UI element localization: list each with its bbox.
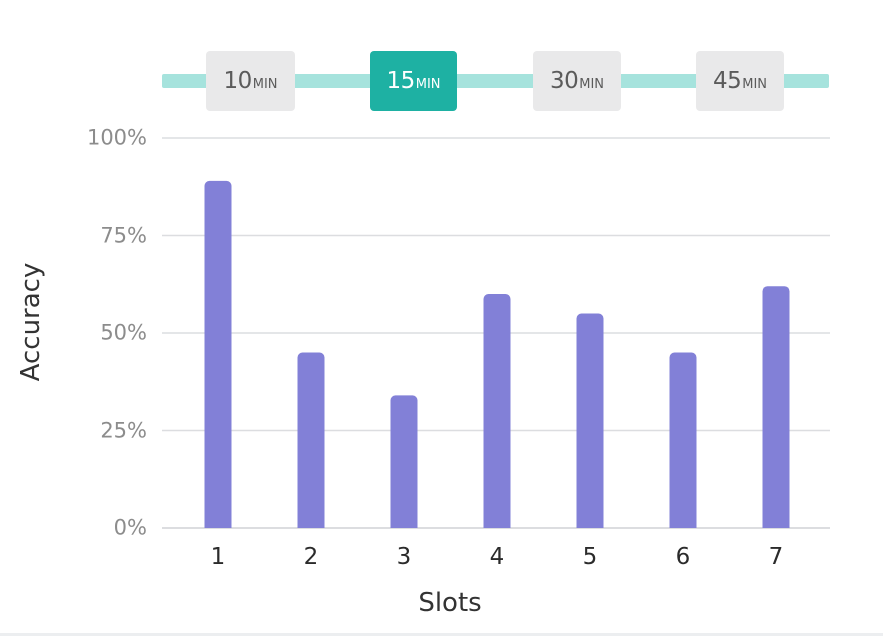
bottom-divider [0,633,883,636]
tab-unit: MIN [742,76,768,92]
tab-10-min[interactable]: 10 MIN [206,51,295,111]
x-tick-label: 1 [210,544,226,570]
y-tick-label: 25% [100,418,147,443]
y-tick-label: 100% [86,125,147,150]
bar-base-slot-1 [204,522,232,528]
bar-slot-4 [483,294,511,528]
bar-slot-6 [669,352,697,528]
tab-number: 30 [549,67,579,94]
tab-number: 45 [712,67,742,94]
bar-slot-7 [762,286,790,528]
tab-45-min[interactable]: 45 MIN [696,51,784,111]
bar-base-slot-5 [576,522,604,528]
bar-slot-2 [297,352,325,528]
tab-unit: MIN [415,76,441,92]
x-tick-label: 6 [675,544,691,570]
y-tick-label: 50% [100,320,147,345]
tab-15-min[interactable]: 15 MIN [370,51,457,111]
tab-unit: MIN [579,76,605,92]
bar-base-slot-4 [483,522,511,528]
bar-base-slot-7 [762,522,790,528]
x-tick-label: 5 [582,544,598,570]
tab-track [162,74,829,88]
tab-number: 10 [223,67,252,94]
y-tick-label: 75% [100,223,147,248]
bar-base-slot-6 [669,522,697,528]
tab-unit: MIN [252,76,278,92]
tab-number: 15 [386,67,415,94]
x-tick-label: 4 [489,544,505,570]
x-axis-label: Slots [418,588,482,618]
x-tick-label: 7 [768,544,784,570]
bar-base-slot-3 [390,522,418,528]
bar-slot-1 [204,180,232,528]
x-tick-label: 3 [396,544,412,570]
bar-slot-5 [576,313,604,528]
x-tick-label: 2 [303,544,319,570]
tab-30-min[interactable]: 30 MIN [533,51,621,111]
bar-slot-3 [390,395,418,528]
bar-base-slot-2 [297,522,325,528]
y-axis-label: Accuracy [16,262,46,382]
y-tick-label: 0% [113,515,147,540]
